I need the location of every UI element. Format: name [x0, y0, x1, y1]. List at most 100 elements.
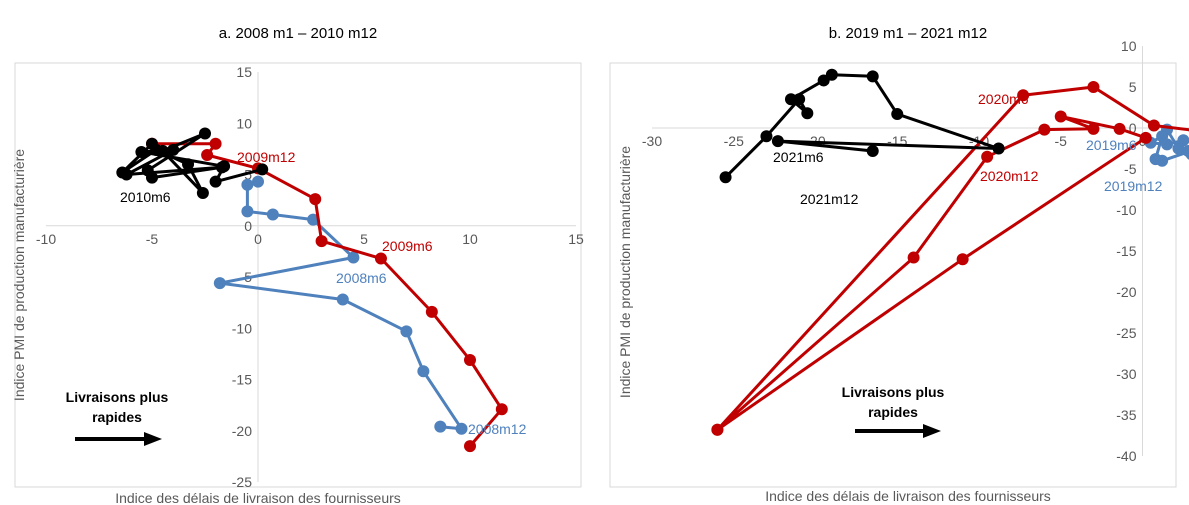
- data-point: [167, 143, 180, 156]
- annotation-2009m12: 2009m12: [237, 149, 296, 165]
- data-point: [241, 205, 254, 218]
- data-point: [182, 158, 195, 171]
- panel-a-frame: [14, 62, 582, 488]
- data-point: [1054, 110, 1067, 123]
- data-point: [156, 144, 169, 157]
- annotation-2020m12: 2020m12: [980, 168, 1039, 184]
- y-tick-label: -15: [1116, 243, 1136, 259]
- data-point: [1017, 89, 1030, 102]
- data-point: [256, 163, 269, 176]
- data-point: [425, 305, 438, 318]
- data-point: [213, 277, 226, 290]
- x-tick-label: -10: [36, 231, 56, 247]
- y-tick-label: 15: [236, 64, 252, 80]
- y-tick-label: -20: [1116, 284, 1136, 300]
- data-point: [1156, 154, 1169, 167]
- data-point: [201, 149, 214, 162]
- data-point: [135, 145, 148, 158]
- y-tick-label: -10: [1116, 202, 1136, 218]
- panel-b-ylabel: Indice PMI de production manufacturière: [617, 146, 633, 398]
- faster-delivery-arrow-icon: [855, 424, 941, 438]
- panel-b: b. 2019 m1 – 2021 m12 -30 -25 -20 -15 -10 -5 0…: [609, 25, 1189, 504]
- y-tick-label: -20: [232, 423, 252, 439]
- panel-b-title: b. 2019 m1 – 2021 m12: [829, 25, 987, 42]
- x-tick-label: 0: [254, 231, 262, 247]
- data-point: [825, 68, 838, 81]
- x-tick-label: 5: [360, 231, 368, 247]
- data-point: [801, 107, 814, 120]
- y-tick-label: -25: [1116, 325, 1136, 341]
- data-point: [866, 70, 879, 83]
- x-tick-label: -25: [724, 133, 744, 149]
- data-point: [1113, 122, 1126, 135]
- y-tick-label: 10: [236, 115, 252, 131]
- panel-a-title: a. 2008 m1 – 2010 m12: [219, 25, 377, 42]
- x-tick-label: -5: [146, 231, 159, 247]
- annotation-2019m12: 2019m12: [1104, 178, 1163, 194]
- data-point: [1147, 119, 1160, 132]
- data-point: [1038, 123, 1051, 136]
- data-point: [1177, 134, 1189, 147]
- x-tick-label: -5: [1055, 133, 1068, 149]
- data-point: [252, 175, 264, 188]
- y-tick-label: -5: [1124, 161, 1137, 177]
- y-tick-label: -30: [1116, 366, 1136, 382]
- data-point: [374, 252, 387, 265]
- data-point: [1139, 131, 1152, 144]
- arrow-label-line2: rapides: [92, 409, 142, 425]
- data-point: [417, 365, 430, 378]
- panel-a-series: [116, 127, 508, 453]
- panel-b-series: [711, 68, 1189, 436]
- data-point: [241, 178, 254, 191]
- y-tick-label: 0: [1129, 120, 1137, 136]
- annotation-2010m6: 2010m6: [120, 189, 171, 205]
- y-tick-label: -35: [1116, 407, 1136, 423]
- data-point: [218, 160, 231, 173]
- x-tick-label: 15: [568, 231, 584, 247]
- data-point: [1156, 130, 1169, 143]
- data-point: [719, 171, 732, 184]
- panel-a-ylabel: Indice PMI de production manufacturière: [11, 149, 27, 401]
- data-point: [120, 168, 133, 181]
- data-point: [992, 142, 1005, 155]
- x-tick-label: -30: [642, 133, 662, 149]
- data-point: [1087, 122, 1100, 135]
- arrow-label-line1: Livraisons plus: [842, 384, 945, 400]
- data-point: [309, 193, 322, 206]
- annotation-2021m6: 2021m6: [773, 149, 824, 165]
- panel-a-xlabel: Indice des délais de livraison des fourn…: [115, 490, 401, 505]
- data-point: [315, 235, 328, 248]
- panel-b-axes: [652, 46, 1189, 456]
- data-point: [196, 186, 209, 199]
- data-point: [307, 213, 320, 226]
- faster-delivery-arrow-icon: [75, 432, 162, 446]
- data-point: [956, 253, 969, 266]
- panel-a: a. 2008 m1 – 2010 m12 -10 -5 0 5 10 15 -25 -20 -…: [11, 25, 584, 505]
- annotation-2020m6: 2020m6: [978, 91, 1029, 107]
- y-tick-label: -40: [1116, 448, 1136, 464]
- y-tick-label: -25: [232, 474, 252, 490]
- y-tick-label: -15: [232, 372, 252, 388]
- annotation-2008m12: 2008m12: [468, 421, 527, 437]
- data-point: [146, 171, 158, 184]
- data-point: [266, 208, 279, 221]
- annotation-2009m6: 2009m6: [382, 238, 433, 254]
- data-point: [891, 108, 904, 121]
- data-point: [336, 293, 349, 306]
- data-point: [209, 137, 222, 150]
- data-point: [400, 325, 413, 338]
- data-point: [784, 93, 797, 106]
- data-point: [711, 423, 724, 436]
- arrow-label-line2: rapides: [868, 404, 918, 420]
- y-tick-label: 0: [244, 218, 252, 234]
- annotation-2019m6: 2019m6: [1086, 137, 1137, 153]
- y-tick-label: 10: [1121, 38, 1137, 54]
- data-point: [495, 403, 508, 416]
- data-point: [760, 130, 773, 143]
- data-point: [981, 150, 994, 163]
- data-point: [434, 420, 447, 433]
- y-tick-label: -10: [232, 320, 252, 336]
- data-point: [1182, 144, 1189, 157]
